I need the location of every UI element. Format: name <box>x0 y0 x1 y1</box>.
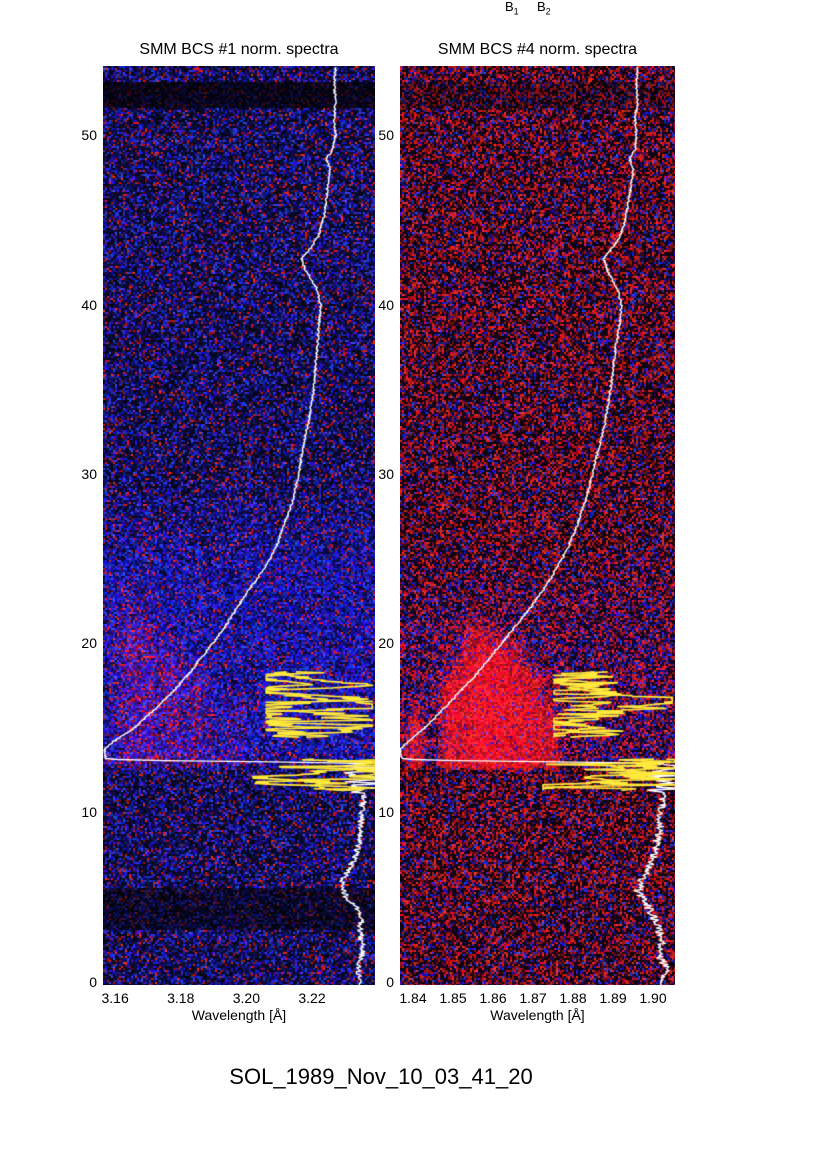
y-tick-label: 40 <box>378 296 394 313</box>
y-tick-label: 0 <box>386 973 394 990</box>
bcs4-xaxis-label: Wavelength [Å] <box>490 1007 585 1023</box>
x-tick-label: 3.18 <box>167 990 195 1006</box>
x-tick-label: 3.22 <box>298 990 326 1006</box>
panel-bcs4-title: SMM BCS #4 norm. spectra <box>437 41 638 58</box>
x-tick-label: 1.86 <box>479 990 507 1006</box>
label-b1: B1 <box>505 0 519 17</box>
y-tick-label: 30 <box>378 465 394 482</box>
y-tick-label: 20 <box>378 635 394 652</box>
label-b2-base: B <box>537 0 546 14</box>
label-b2-subscript: 2 <box>545 6 551 17</box>
panel-bcs1: SMM BCS #1 norm. spectra Wavelength [Å] … <box>81 41 375 1023</box>
bcs1-spectrogram-canvas <box>103 66 375 985</box>
y-tick-label: 50 <box>378 127 394 144</box>
x-tick-label: 1.85 <box>439 990 467 1006</box>
y-tick-label: 20 <box>81 635 97 652</box>
x-tick-label: 3.20 <box>232 990 260 1006</box>
bcs1-xaxis-label: Wavelength [Å] <box>191 1007 287 1023</box>
x-tick-label: 1.90 <box>639 990 667 1006</box>
label-b1-subscript: 1 <box>513 6 519 17</box>
y-tick-label: 10 <box>378 804 394 821</box>
panel-bcs1-title: SMM BCS #1 norm. spectra <box>139 41 339 58</box>
y-tick-label: 40 <box>81 296 97 313</box>
y-tick-label: 30 <box>81 465 97 482</box>
y-tick-label: 10 <box>81 804 97 821</box>
y-tick-label: 0 <box>89 973 97 990</box>
x-tick-label: 1.89 <box>599 990 627 1006</box>
label-b2: B2 <box>537 0 551 17</box>
label-b1-base: B <box>505 0 514 14</box>
x-tick-label: 1.88 <box>559 990 587 1006</box>
x-tick-label: 1.87 <box>519 990 547 1006</box>
x-tick-label: 3.16 <box>101 990 129 1006</box>
y-tick-label: 50 <box>81 127 97 144</box>
x-tick-label: 1.84 <box>399 990 427 1006</box>
panel-bcs4: SMM BCS #4 norm. spectra Wavelength [Å] … <box>378 41 675 1023</box>
bcs4-spectrogram-canvas <box>400 66 675 985</box>
caption-sol-id: SOL_1989_Nov_10_03_41_20 <box>229 1064 533 1089</box>
